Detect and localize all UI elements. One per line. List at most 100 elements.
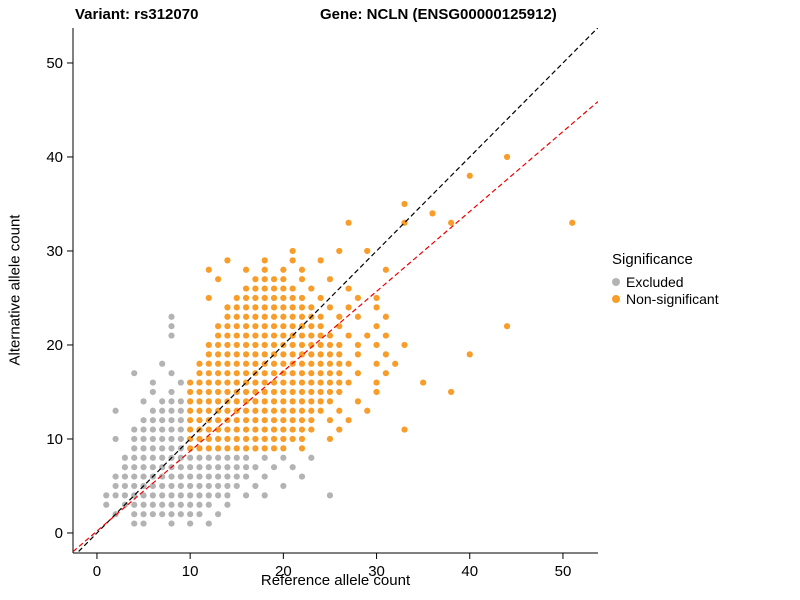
data-point bbox=[187, 426, 194, 433]
data-point bbox=[205, 294, 212, 302]
data-point bbox=[205, 492, 212, 499]
data-point bbox=[140, 417, 147, 424]
data-point bbox=[261, 294, 268, 302]
legend-item-excluded: Excluded bbox=[612, 273, 719, 290]
data-point bbox=[177, 464, 184, 471]
data-point bbox=[196, 482, 203, 490]
data-point bbox=[177, 482, 184, 490]
data-point bbox=[373, 379, 380, 386]
data-point bbox=[373, 304, 380, 311]
data-point bbox=[317, 360, 324, 367]
data-point bbox=[205, 398, 212, 405]
data-point bbox=[224, 388, 231, 396]
data-point bbox=[242, 445, 250, 452]
data-point bbox=[261, 473, 268, 480]
data-point bbox=[308, 407, 315, 414]
data-point bbox=[103, 492, 110, 499]
data-point bbox=[298, 360, 306, 367]
data-point bbox=[289, 247, 296, 255]
data-point bbox=[261, 379, 268, 386]
data-point bbox=[224, 482, 231, 490]
x-tick-label: 50 bbox=[555, 563, 572, 580]
data-point bbox=[308, 360, 315, 367]
data-point bbox=[121, 482, 129, 490]
data-point bbox=[215, 492, 222, 499]
data-point bbox=[168, 492, 175, 499]
data-point bbox=[159, 407, 166, 414]
data-point bbox=[289, 341, 296, 349]
data-point bbox=[196, 464, 203, 471]
data-point bbox=[252, 417, 259, 424]
y-tick-label: 30 bbox=[46, 243, 63, 260]
data-point bbox=[252, 398, 259, 405]
data-point bbox=[168, 388, 175, 396]
data-point bbox=[215, 398, 222, 405]
data-point bbox=[121, 473, 129, 480]
y-tick-label: 40 bbox=[46, 149, 63, 166]
data-point bbox=[289, 417, 296, 424]
data-point bbox=[233, 313, 240, 320]
data-point bbox=[233, 435, 240, 443]
data-point bbox=[159, 360, 166, 367]
data-point bbox=[270, 435, 278, 443]
data-point bbox=[196, 398, 203, 405]
data-point bbox=[187, 501, 194, 508]
data-point bbox=[177, 435, 184, 443]
data-point bbox=[224, 464, 231, 471]
data-point bbox=[270, 417, 278, 424]
data-point bbox=[336, 407, 343, 414]
data-point bbox=[233, 482, 240, 490]
data-point bbox=[326, 276, 334, 283]
data-point bbox=[270, 341, 278, 349]
data-point bbox=[224, 351, 231, 358]
data-point bbox=[149, 445, 156, 452]
data-point bbox=[168, 417, 175, 424]
data-point bbox=[261, 370, 268, 377]
data-point bbox=[224, 257, 231, 264]
data-point bbox=[177, 417, 184, 424]
data-point bbox=[289, 464, 296, 471]
data-point bbox=[308, 285, 315, 292]
data-point bbox=[187, 482, 194, 490]
data-point bbox=[326, 351, 334, 358]
data-point bbox=[252, 285, 259, 292]
data-point bbox=[131, 426, 138, 433]
data-point bbox=[252, 276, 259, 283]
data-point bbox=[261, 454, 268, 461]
data-point bbox=[242, 360, 250, 367]
data-point bbox=[149, 407, 156, 414]
legend-label-non-significant: Non-significant bbox=[626, 290, 719, 307]
data-point bbox=[280, 294, 287, 302]
data-point bbox=[140, 398, 147, 405]
data-point bbox=[196, 360, 203, 367]
data-point bbox=[196, 407, 203, 414]
data-point bbox=[131, 473, 138, 480]
data-point bbox=[289, 398, 296, 405]
data-point bbox=[187, 398, 194, 405]
data-point bbox=[308, 332, 315, 339]
data-point bbox=[448, 219, 455, 226]
data-point bbox=[149, 482, 156, 490]
data-point bbox=[224, 313, 231, 320]
data-point bbox=[261, 313, 268, 320]
data-point bbox=[215, 417, 222, 424]
data-point bbox=[298, 313, 306, 320]
plot-panel bbox=[73, 28, 598, 553]
data-point bbox=[242, 332, 250, 339]
data-point bbox=[159, 501, 166, 508]
y-tick-label: 0 bbox=[55, 525, 63, 542]
data-point bbox=[233, 426, 240, 433]
data-point bbox=[345, 379, 352, 386]
data-point bbox=[242, 351, 250, 358]
data-point bbox=[373, 388, 380, 396]
data-point bbox=[242, 454, 250, 461]
data-point bbox=[448, 388, 455, 396]
data-point bbox=[317, 379, 324, 386]
data-point bbox=[159, 398, 166, 405]
data-point bbox=[298, 407, 306, 414]
data-point bbox=[354, 351, 362, 358]
data-point bbox=[168, 482, 175, 490]
data-point bbox=[336, 247, 343, 255]
data-point bbox=[140, 520, 147, 527]
variant-title: Variant: rs312070 bbox=[75, 6, 199, 23]
